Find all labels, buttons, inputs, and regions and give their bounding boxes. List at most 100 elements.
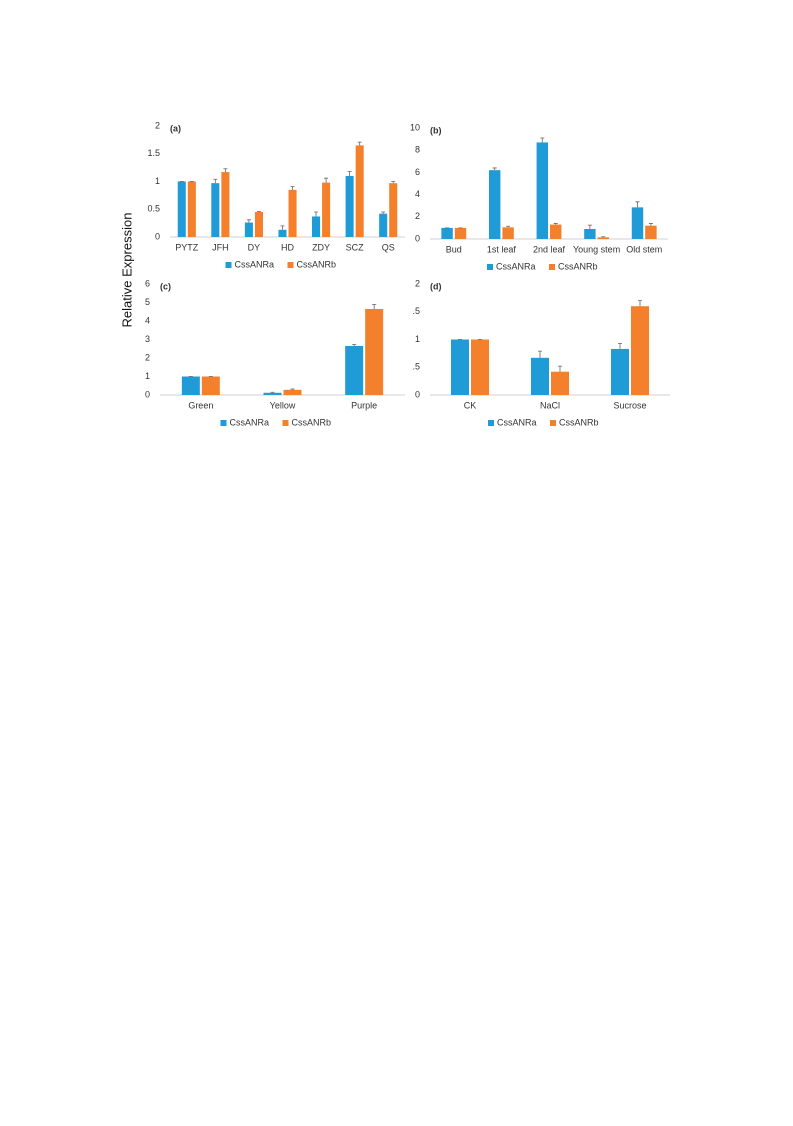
legend-swatch xyxy=(550,420,556,426)
x-tick-label: Sucrose xyxy=(613,400,646,410)
error-bar xyxy=(391,181,396,184)
error-bar xyxy=(553,223,558,225)
bar xyxy=(441,227,453,239)
error-bar xyxy=(246,219,251,223)
bar xyxy=(201,376,220,395)
y-tick-label: 2 xyxy=(155,120,160,130)
error-bar xyxy=(352,344,357,346)
x-tick-label: Green xyxy=(188,400,213,410)
bar xyxy=(254,212,263,237)
y-tick-label: 2 xyxy=(415,211,420,221)
error-bar xyxy=(492,167,497,171)
legend-swatch xyxy=(287,262,294,268)
x-tick-label: NaCl xyxy=(540,400,560,410)
x-tick-label: PYTZ xyxy=(175,242,199,252)
bar xyxy=(345,175,354,237)
y-tick-label: 0 xyxy=(415,233,420,243)
bar xyxy=(631,207,644,239)
legend-label: CssANRa xyxy=(496,261,536,271)
legend-label: CssANRa xyxy=(497,417,537,427)
bar xyxy=(181,376,200,395)
bar xyxy=(177,181,186,237)
error-bar xyxy=(314,211,319,217)
bar xyxy=(502,227,514,239)
bar xyxy=(379,213,388,237)
error-bar xyxy=(587,224,592,230)
legend-label: CssANRb xyxy=(558,261,598,271)
bar xyxy=(244,222,253,237)
y-tick-label: 4 xyxy=(145,315,150,325)
y-tick-label: 1 xyxy=(155,176,160,186)
y-tick-label: .5 xyxy=(412,362,420,372)
bar xyxy=(263,392,282,395)
y-tick-label: 6 xyxy=(145,278,150,288)
y-tick-label: 2 xyxy=(415,278,420,288)
bar xyxy=(471,339,489,395)
x-tick-label: Old stem xyxy=(626,244,662,254)
y-tick-label: 0 xyxy=(145,389,150,399)
legend-swatch xyxy=(282,420,289,426)
error-bar xyxy=(638,300,642,307)
bar xyxy=(550,224,562,239)
y-tick-label: 5 xyxy=(145,297,150,307)
y-tick-label: 8 xyxy=(415,145,420,155)
x-tick-label: SCZ xyxy=(346,242,365,252)
error-bar xyxy=(324,177,329,183)
legend-label: CssANRa xyxy=(230,417,270,427)
legend-swatch xyxy=(487,264,493,270)
legend-swatch xyxy=(225,262,232,268)
bar xyxy=(488,170,501,239)
error-bar xyxy=(372,303,377,309)
bar xyxy=(536,142,548,239)
x-tick-label: QS xyxy=(382,242,395,252)
panel-label: (b) xyxy=(430,125,442,135)
x-tick-label: Young stem xyxy=(573,244,620,254)
bar xyxy=(451,339,469,395)
bar xyxy=(631,306,649,395)
bar xyxy=(211,183,220,237)
legend-label: CssANRb xyxy=(297,259,337,269)
panel-label: (a) xyxy=(170,123,181,133)
error-bar xyxy=(558,365,562,372)
y-tick-label: 0 xyxy=(415,389,420,399)
error-bar xyxy=(347,171,352,176)
error-bar xyxy=(538,350,542,358)
bar xyxy=(187,181,196,237)
x-tick-label: JFH xyxy=(212,242,229,252)
bar xyxy=(312,216,321,237)
y-tick-label: 2 xyxy=(145,352,150,362)
error-bar xyxy=(213,178,218,184)
bar xyxy=(531,357,549,395)
y-tick-label: 4 xyxy=(415,189,420,199)
y-tick-label: 6 xyxy=(415,167,420,177)
bar xyxy=(221,172,230,237)
legend-label: CssANRa xyxy=(235,259,275,269)
bar xyxy=(288,189,297,237)
bar xyxy=(389,183,398,237)
error-bar xyxy=(256,211,261,213)
error-bar xyxy=(357,141,362,146)
y-tick-label: .5 xyxy=(412,306,420,316)
error-bar xyxy=(223,168,228,173)
bar xyxy=(345,345,364,395)
y-tick-label: 1 xyxy=(415,334,420,344)
panel-label: (d) xyxy=(430,281,442,291)
bar xyxy=(454,227,467,239)
x-tick-label: ZDY xyxy=(312,242,330,252)
panel-label: (c) xyxy=(160,281,171,291)
x-tick-label: Purple xyxy=(351,400,377,410)
error-bar xyxy=(540,137,545,143)
y-tick-label: 3 xyxy=(145,334,150,344)
legend-swatch xyxy=(220,420,227,426)
error-bar xyxy=(280,225,285,230)
y-axis-label: Relative Expression xyxy=(119,213,134,328)
legend-label: CssANRb xyxy=(559,417,599,427)
error-bar xyxy=(506,225,511,228)
error-bar xyxy=(270,391,275,393)
y-tick-label: 1 xyxy=(145,371,150,381)
error-bar xyxy=(601,236,606,238)
bar xyxy=(365,308,384,395)
bar xyxy=(551,371,569,395)
error-bar xyxy=(290,388,295,390)
